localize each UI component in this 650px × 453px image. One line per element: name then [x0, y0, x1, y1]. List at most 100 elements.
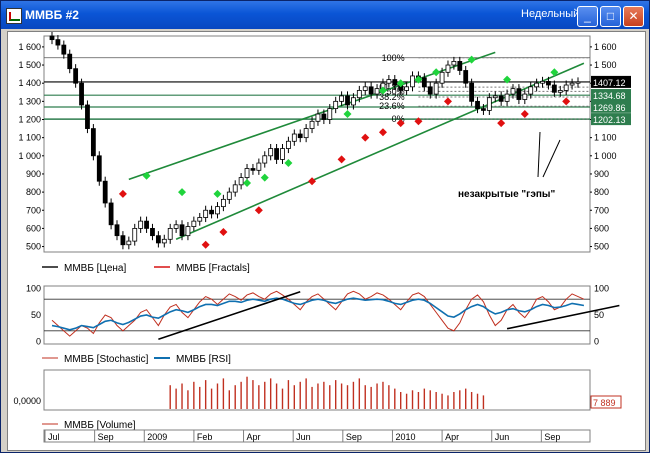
price-label-box — [591, 100, 631, 113]
y-tick-right: 1 000 — [594, 151, 617, 161]
price-label-box — [591, 113, 631, 126]
y-tick-left: 800 — [26, 187, 41, 197]
maximize-button[interactable]: □ — [600, 6, 621, 27]
fib-level-label: 23.6% — [379, 101, 405, 111]
time-axis-label: Apr — [247, 432, 261, 442]
osc-y-tick-left: 100 — [26, 284, 41, 294]
y-tick-right: 500 — [594, 242, 609, 252]
fib-level-label: 38.2% — [379, 92, 405, 102]
period-label: Недельный — [521, 8, 580, 20]
candle-body — [167, 228, 173, 240]
y-tick-right: 1 600 — [594, 42, 617, 52]
candle-body — [498, 95, 504, 102]
candle-body — [392, 79, 398, 86]
y-tick-right: 700 — [594, 205, 609, 215]
osc-y-tick-right: 0 — [594, 336, 599, 346]
fractal-down-marker — [562, 97, 571, 106]
osc-y-tick-right: 50 — [594, 310, 604, 320]
window-title: ММВБ #2 — [25, 8, 79, 22]
volume-panel — [43, 369, 591, 411]
y-tick-right: 1 100 — [594, 133, 617, 143]
candle-body — [339, 95, 344, 102]
osc-y-tick-right: 100 — [594, 284, 609, 294]
annotation-arrow — [537, 131, 541, 178]
price-panel — [43, 35, 591, 253]
candle-body — [220, 198, 226, 208]
time-axis-label: Jun — [296, 432, 311, 442]
candle-body — [481, 108, 486, 111]
candle-body — [469, 82, 475, 102]
candle-body — [451, 61, 457, 66]
fractal-up-marker — [142, 171, 151, 180]
y-tick-right: 800 — [594, 187, 609, 197]
fractal-down-marker — [520, 110, 529, 119]
rsi-legend-label: ММВБ [RSI] — [176, 354, 231, 365]
candle-body — [67, 53, 73, 70]
candle-body — [244, 168, 250, 178]
candle-body — [132, 228, 138, 242]
candle-body — [421, 77, 427, 88]
price-label: 1334.68 — [593, 91, 626, 101]
candle-body — [575, 81, 581, 84]
fractal-down-marker — [361, 133, 370, 142]
time-axis-label: Apr — [445, 432, 459, 442]
candle-body — [268, 148, 274, 157]
volume-label-box — [590, 395, 622, 409]
fractal-down-marker — [396, 119, 405, 128]
volume-legend-label: ММВБ [Volume] — [64, 420, 136, 431]
fractal-up-marker — [343, 110, 352, 119]
candle-body — [155, 235, 161, 244]
candle-body — [55, 39, 61, 46]
candle-body — [457, 61, 463, 71]
candle-body — [386, 79, 392, 84]
candle-body — [486, 97, 492, 111]
time-axis-label: Sep — [346, 432, 362, 442]
candle-body — [250, 168, 256, 171]
candle-body — [203, 209, 209, 218]
price-label: 1202.13 — [593, 115, 626, 125]
time-axis-label: Sep — [98, 432, 114, 442]
y-tick-left: 1 100 — [18, 133, 41, 143]
candle-body — [73, 68, 79, 84]
candle-body — [528, 86, 534, 95]
chart-app-icon — [6, 8, 22, 24]
price-label: 1269.86 — [593, 103, 626, 113]
fractal-down-marker — [219, 228, 228, 237]
close-button[interactable]: ✕ — [623, 6, 644, 27]
candle-body — [79, 82, 84, 106]
candle-body — [173, 224, 179, 229]
candle-body — [315, 113, 321, 122]
fractal-down-marker — [414, 117, 423, 126]
candle-body — [356, 90, 362, 99]
time-axis — [43, 429, 591, 443]
candle-body — [274, 148, 279, 160]
fractal-down-marker — [118, 189, 127, 198]
fib-level-label: 0% — [392, 114, 405, 124]
fib-level-label: 50% — [387, 86, 405, 96]
y-tick-left: 1 000 — [18, 151, 41, 161]
candle-body — [262, 155, 268, 164]
candle-body — [463, 70, 469, 84]
volume-y-tick: 0,0000 — [13, 396, 41, 406]
y-tick-left: 1 600 — [18, 42, 41, 52]
candle-body — [475, 100, 480, 110]
fractal-up-marker — [378, 86, 387, 95]
osc-series-line — [51, 297, 585, 331]
candle-body — [238, 177, 244, 186]
title-bar[interactable]: ММВБ #2 Недельный _ □ ✕ — [1, 1, 649, 29]
fib-level-label: 100% — [382, 53, 405, 63]
fractal-down-marker — [201, 240, 210, 249]
candle-body — [102, 180, 108, 204]
y-tick-left: 600 — [26, 223, 41, 233]
candle-body — [303, 128, 309, 139]
fractal-up-marker — [260, 173, 269, 182]
candle-body — [534, 82, 540, 88]
fractal-down-marker — [254, 206, 263, 215]
candle-body — [516, 88, 522, 100]
minimize-button[interactable]: _ — [577, 6, 598, 27]
fractal-up-marker — [467, 55, 476, 64]
candle-body — [114, 224, 120, 237]
